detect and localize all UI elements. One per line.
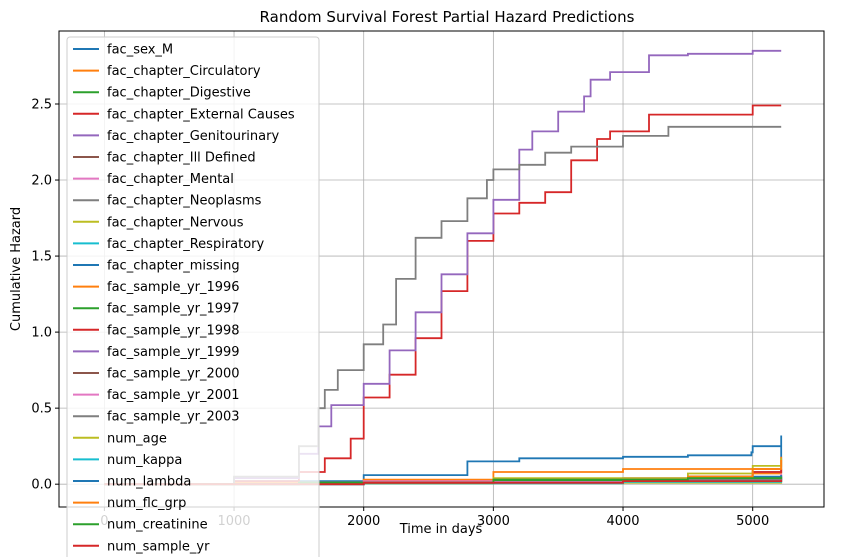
legend: fac_sex_M fac_chapter_Circulatory fac_chap… [66,36,320,557]
legend-label: fac_sample_yr_1997 [107,302,240,317]
legend-label: fac_chapter_missing [107,259,240,274]
legend-label: fac_sex_M [107,43,173,58]
y-tick-label: 1.0 [31,326,52,341]
axis-ticks: 0100020003000400050000.00.51.01.52.02.5 [31,97,769,529]
legend-label: num_age [107,431,167,446]
series-line [104,479,783,486]
legend-label: fac_chapter_Genitourinary [107,129,279,144]
series-line [104,125,782,486]
legend-label: fac_chapter_Digestive [107,86,251,101]
legend-label: fac_chapter_Circulatory [107,64,261,79]
legend-label: fac_sample_yr_1998 [107,323,240,338]
legend-label: fac_sample_yr_1999 [107,345,240,360]
x-tick-label: 2000 [347,514,380,529]
plot-frame [58,30,825,508]
legend-label: fac_chapter_Ill Defined [107,151,256,166]
x-axis-title: Time in days [399,522,483,537]
y-tick-label: 2.5 [31,97,52,112]
x-tick-label: 4000 [606,514,639,529]
legend-label: fac_sample_yr_2001 [107,388,240,403]
x-tick-label: 5000 [736,514,769,529]
y-tick-label: 0.0 [31,478,52,493]
legend-label: fac_sample_yr_2000 [107,367,240,382]
y-tick-label: 0.5 [31,402,52,417]
y-axis-title: Cumulative Hazard [9,207,24,331]
legend-label: fac_chapter_Nervous [107,215,244,230]
legend-label: fac_chapter_Respiratory [107,237,265,252]
x-tick-label: 3000 [477,514,510,529]
legend-label: num_flc_grp [107,496,186,511]
series-lines [104,49,783,486]
legend-label: num_lambda [107,475,191,490]
legend-label: fac_chapter_Neoplasms [107,194,262,209]
y-tick-label: 1.5 [31,250,52,265]
chart-title: Random Survival Forest Partial Hazard Pr… [260,8,635,26]
legend-label: fac_chapter_External Causes [107,107,295,122]
legend-box [66,36,320,557]
y-tick-label: 2.0 [31,174,52,189]
series-line [104,49,782,486]
legend-label: fac_chapter_Mental [107,172,234,187]
legend-label: num_sample_yr [107,539,210,554]
legend-label: num_creatinine [107,518,208,533]
legend-label: fac_sample_yr_1996 [107,280,240,295]
legend-label: num_kappa [107,453,182,468]
series-line [104,445,782,486]
legend-label: fac_sample_yr_2003 [107,410,240,425]
